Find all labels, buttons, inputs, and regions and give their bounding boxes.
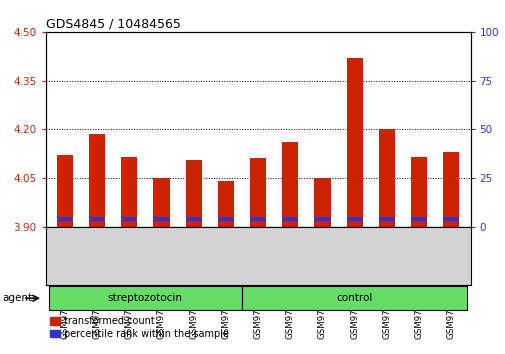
Bar xyxy=(282,217,298,221)
Bar xyxy=(249,217,266,221)
Bar xyxy=(346,58,362,227)
Bar xyxy=(121,157,137,227)
Bar xyxy=(241,286,467,310)
Bar xyxy=(314,217,330,221)
Text: streptozotocin: streptozotocin xyxy=(108,293,182,303)
Text: GDS4845 / 10484565: GDS4845 / 10484565 xyxy=(45,18,180,31)
Bar xyxy=(442,152,459,227)
Bar xyxy=(185,160,201,227)
Bar xyxy=(410,157,426,227)
Bar xyxy=(153,178,169,227)
Text: control: control xyxy=(336,293,372,303)
Bar xyxy=(378,217,394,221)
Bar xyxy=(89,134,105,227)
Text: agent: agent xyxy=(3,293,33,303)
Bar xyxy=(153,217,169,221)
Bar xyxy=(314,178,330,227)
Bar xyxy=(121,217,137,221)
Legend: transformed count, percentile rank within the sample: transformed count, percentile rank withi… xyxy=(50,316,229,339)
Bar xyxy=(249,158,266,227)
Bar xyxy=(442,217,459,221)
Bar xyxy=(217,217,233,221)
Bar xyxy=(346,217,362,221)
Bar xyxy=(217,181,233,227)
Bar xyxy=(57,217,73,221)
Bar xyxy=(282,142,298,227)
Bar xyxy=(57,155,73,227)
Bar xyxy=(378,129,394,227)
Bar xyxy=(410,217,426,221)
Bar xyxy=(185,217,201,221)
Bar xyxy=(48,286,241,310)
Bar xyxy=(89,217,105,221)
